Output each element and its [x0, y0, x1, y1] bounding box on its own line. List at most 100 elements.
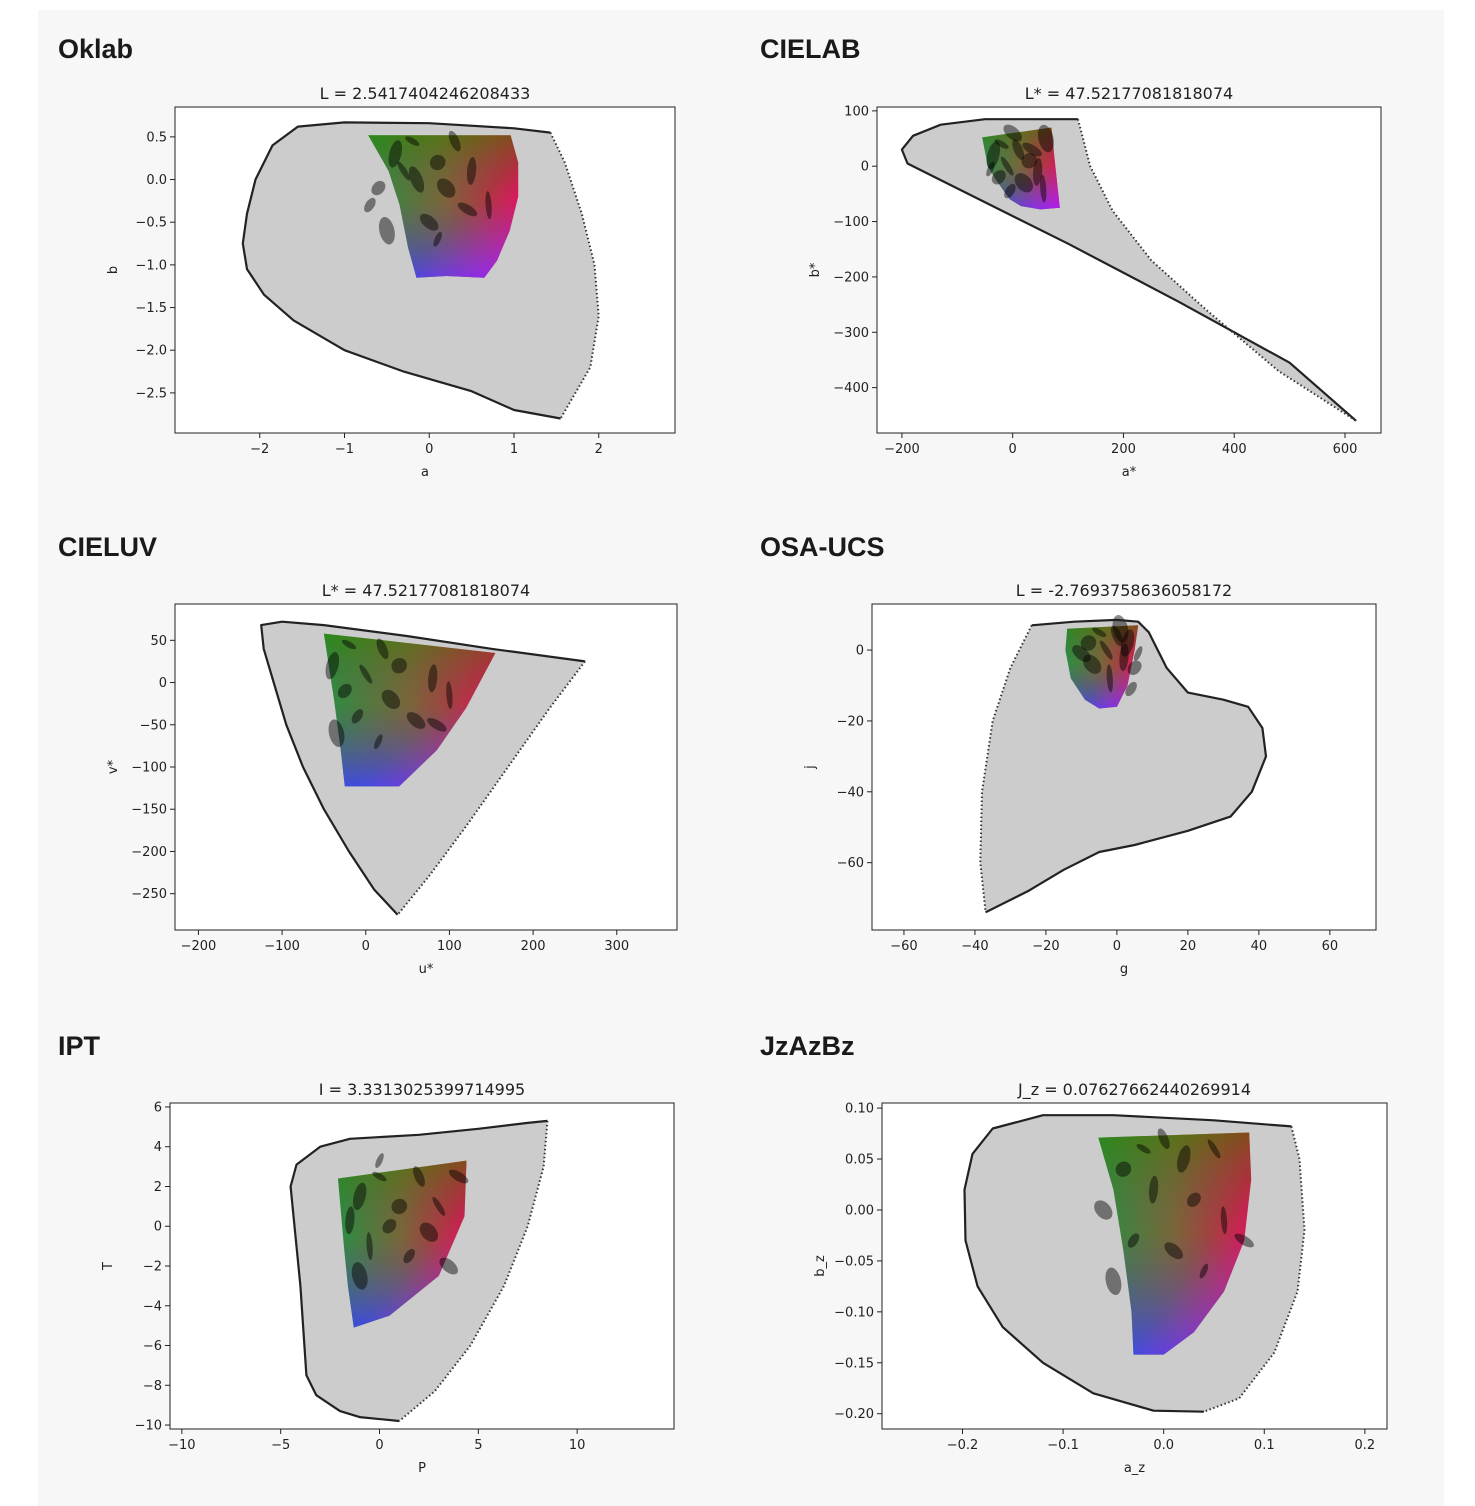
gamut-region: [980, 619, 1266, 913]
y-tick-label: 6: [154, 1100, 162, 1115]
x-tick-label: 0: [375, 1438, 383, 1453]
x-tick-label: 0.0: [1153, 1438, 1174, 1453]
chart-cell-cielab: CIELAB −200 0 200 400 600 100 0 −100 −200 −300 −400…: [740, 10, 1442, 508]
gamut-boundary-solid: [241, 121, 561, 420]
ellipse-mark: [485, 191, 492, 220]
axes-frame: [881, 1102, 1388, 1430]
chart-title: L* = 47.52177081818074: [322, 581, 530, 600]
x-tick-label: 100: [437, 939, 462, 954]
axes-frame: [174, 106, 676, 434]
ellipse-mark: [432, 1196, 446, 1216]
chart-svg: −200 −100 0 100 200 300 50 0 −50 −100 −150 −200 −250…: [106, 581, 678, 977]
x-tick-label: −10: [168, 1438, 195, 1453]
chart-cell-ipt: IPT −10 −5 0 5 10 6 4 2 0 −2 −4 −6 −8 −10 I = 3.3313025…: [38, 1007, 740, 1505]
x-tick-label: 40: [1251, 939, 1268, 954]
y-tick-label: −40: [837, 785, 864, 800]
chart-svg: −200 0 200 400 600 100 0 −100 −200 −300 −400 L* = 4…: [808, 84, 1382, 480]
color-region-tint: [323, 633, 496, 787]
ellipse-mark: [994, 139, 1009, 149]
y-tick-label: −2.5: [135, 386, 167, 401]
color-region-tint: [1065, 625, 1139, 709]
figure-panel: Oklab −2 −1 0 1 2 0.5 0.0 −0.5 −1.0 −1.5 −2.0 −2.5 L …: [38, 10, 1444, 1506]
ellipse-mark: [1186, 1192, 1201, 1207]
ellipse-mark: [433, 231, 442, 247]
y-tick-label: −20: [837, 714, 864, 729]
ellipse-mark: [428, 664, 438, 693]
y-tick-label: −0.5: [135, 216, 167, 231]
ellipse-mark: [1106, 664, 1113, 693]
x-axis-label: P: [418, 1461, 426, 1476]
ellipse-mark: [397, 161, 411, 181]
ellipse-mark: [1099, 640, 1113, 660]
y-tick-label: −200: [131, 845, 167, 860]
gamut-boundary-solid: [289, 1119, 548, 1423]
y-tick-label: −0.05: [834, 1254, 874, 1269]
chart-title: L = -2.7693758636058172: [1016, 581, 1232, 600]
ellipse-mark: [1032, 157, 1043, 186]
y-tick-label: −100: [833, 215, 869, 230]
y-tick-label: −6: [143, 1339, 162, 1354]
ellipse-mark: [419, 213, 439, 231]
x-tick-label: −1: [335, 442, 354, 457]
ellipse-mark: [1234, 1233, 1254, 1248]
x-axis-label: a: [421, 465, 429, 480]
chart-title: J_z = 0.07627662440269914: [1017, 1080, 1251, 1100]
ellipse-mark: [388, 140, 403, 168]
ellipse-mark: [1014, 173, 1033, 193]
ellipse-mark: [986, 141, 1001, 169]
y-tick-label: −50: [140, 718, 167, 733]
color-space-heading: OSA-UCS: [760, 532, 885, 562]
y-tick-label: 50: [150, 634, 167, 649]
ellipse-mark: [1092, 627, 1107, 638]
ellipse-mark: [372, 1171, 387, 1182]
y-tick-label: −150: [131, 803, 167, 818]
ellipse-mark: [448, 130, 461, 152]
x-tick-label: 0: [1113, 939, 1121, 954]
ellipse-mark: [1110, 625, 1123, 647]
ellipse-mark: [1120, 629, 1135, 657]
y-tick-label: −400: [833, 381, 869, 396]
ellipse-mark: [1177, 1145, 1191, 1173]
ellipse-mark: [1199, 1263, 1209, 1279]
ellipse-mark: [1003, 124, 1022, 142]
x-tick-label: −2: [250, 442, 269, 457]
chart-cell-cieluv: CIELUV −200 −100 0 100 200 300 50 0 −50 −100 −150 −2…: [38, 508, 740, 1006]
y-tick-label: 0.00: [845, 1203, 874, 1218]
ellipse-mark: [375, 1153, 384, 1169]
x-tick-label: 0: [425, 442, 433, 457]
ellipse-mark: [337, 683, 352, 699]
x-tick-label: −5: [271, 1438, 290, 1453]
color-space-heading: IPT: [58, 1031, 101, 1061]
ellipse-mark: [429, 154, 446, 171]
ellipse-mark: [1012, 139, 1025, 160]
x-tick-label: 1: [510, 442, 518, 457]
gamut-boundary-dotted: [396, 660, 586, 916]
ellipse-mark: [403, 1248, 415, 1264]
ellipse-mark: [1115, 1161, 1132, 1177]
ellipse-mark: [371, 180, 386, 196]
y-axis-label: b*: [808, 262, 823, 277]
ellipse-mark: [376, 638, 389, 660]
y-tick-label: −100: [131, 761, 167, 776]
color-space-heading: Oklab: [58, 34, 134, 64]
ellipse-mark: [391, 657, 408, 674]
ellipse-mark: [437, 178, 456, 198]
ellipse-mark: [345, 1206, 355, 1235]
y-tick-label: −1.0: [135, 258, 167, 273]
x-tick-label: −200: [884, 442, 920, 457]
y-tick-label: 0.10: [845, 1102, 874, 1117]
gamut-boundary-solid: [260, 620, 586, 916]
ellipse-mark: [364, 197, 376, 213]
ellipse-mark: [405, 136, 420, 146]
x-tick-label: −40: [961, 939, 988, 954]
ellipse-mark: [448, 1169, 469, 1184]
ellipse-mark: [427, 717, 447, 732]
x-tick-label: 200: [521, 939, 546, 954]
ellipse-mark: [382, 1219, 397, 1234]
y-tick-label: 2: [154, 1180, 162, 1195]
y-tick-label: −2.0: [135, 344, 167, 359]
ellipse-mark: [1207, 1139, 1221, 1159]
gamut-boundary-dotted: [549, 132, 600, 420]
ellipse-mark: [1072, 645, 1091, 663]
x-tick-label: 10: [569, 1438, 586, 1453]
